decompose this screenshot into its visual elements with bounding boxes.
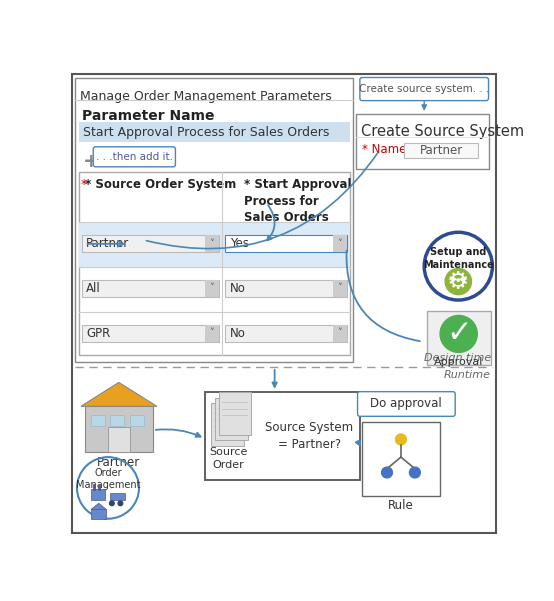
- FancyBboxPatch shape: [110, 415, 124, 426]
- Text: Design time: Design time: [424, 353, 491, 363]
- Text: ˅: ˅: [209, 284, 214, 293]
- Text: ˅: ˅: [209, 328, 214, 338]
- Circle shape: [427, 234, 490, 297]
- Text: * Name: * Name: [362, 144, 407, 156]
- FancyBboxPatch shape: [79, 222, 350, 267]
- FancyBboxPatch shape: [205, 392, 360, 480]
- FancyBboxPatch shape: [225, 280, 347, 297]
- FancyBboxPatch shape: [205, 236, 219, 252]
- FancyBboxPatch shape: [205, 280, 219, 297]
- FancyBboxPatch shape: [110, 493, 125, 500]
- FancyBboxPatch shape: [225, 236, 347, 252]
- Circle shape: [409, 467, 420, 478]
- Polygon shape: [81, 382, 157, 406]
- Text: Partner: Partner: [97, 456, 141, 469]
- FancyBboxPatch shape: [79, 172, 350, 355]
- Text: All: All: [86, 282, 101, 295]
- FancyBboxPatch shape: [108, 427, 130, 452]
- Text: Runtime: Runtime: [444, 370, 491, 380]
- FancyBboxPatch shape: [333, 280, 347, 297]
- Text: ˅: ˅: [337, 328, 342, 338]
- FancyBboxPatch shape: [93, 147, 176, 167]
- Text: Source
Order: Source Order: [209, 447, 247, 469]
- FancyBboxPatch shape: [427, 311, 491, 365]
- FancyBboxPatch shape: [356, 114, 489, 169]
- Text: Manage Order Management Parameters: Manage Order Management Parameters: [80, 90, 332, 103]
- FancyBboxPatch shape: [85, 406, 153, 452]
- Text: * Source Order System: * Source Order System: [85, 178, 236, 191]
- Circle shape: [77, 457, 139, 519]
- FancyBboxPatch shape: [71, 75, 496, 532]
- FancyBboxPatch shape: [219, 392, 252, 435]
- Text: Partner: Partner: [86, 237, 130, 251]
- Text: Order
Management: Order Management: [76, 468, 140, 490]
- Circle shape: [445, 269, 471, 294]
- Text: Setup and
Maintenance: Setup and Maintenance: [423, 247, 494, 270]
- FancyBboxPatch shape: [333, 236, 347, 252]
- FancyBboxPatch shape: [75, 78, 353, 362]
- Text: Parameter Name: Parameter Name: [81, 109, 214, 123]
- Text: ˅: ˅: [337, 239, 342, 249]
- Text: No: No: [230, 282, 245, 295]
- Text: No: No: [230, 327, 245, 340]
- FancyBboxPatch shape: [215, 398, 248, 440]
- Text: Source System
= Partner?: Source System = Partner?: [265, 421, 353, 451]
- Text: GPR: GPR: [86, 327, 111, 340]
- FancyBboxPatch shape: [357, 392, 455, 416]
- FancyBboxPatch shape: [333, 325, 347, 341]
- Text: +: +: [83, 152, 100, 171]
- Text: Start Approval Process for Sales Orders: Start Approval Process for Sales Orders: [83, 126, 330, 139]
- Polygon shape: [91, 503, 106, 510]
- Text: Create Source System: Create Source System: [361, 124, 524, 139]
- FancyBboxPatch shape: [205, 325, 219, 341]
- Text: Do approval: Do approval: [371, 397, 442, 410]
- Circle shape: [396, 434, 407, 445]
- FancyBboxPatch shape: [130, 415, 143, 426]
- FancyBboxPatch shape: [91, 510, 106, 519]
- Text: ⚙: ⚙: [447, 270, 469, 293]
- Text: ˅: ˅: [209, 239, 214, 249]
- FancyBboxPatch shape: [225, 325, 347, 341]
- Text: ˅: ˅: [337, 284, 342, 293]
- Text: * Start Approval
Process for
Sales Orders: * Start Approval Process for Sales Order…: [244, 178, 351, 224]
- FancyBboxPatch shape: [81, 236, 219, 252]
- FancyBboxPatch shape: [91, 489, 105, 500]
- FancyBboxPatch shape: [81, 280, 219, 297]
- Text: ✓: ✓: [446, 319, 471, 349]
- FancyBboxPatch shape: [211, 403, 244, 445]
- FancyBboxPatch shape: [362, 423, 440, 496]
- Circle shape: [440, 316, 478, 352]
- Text: Create source system. . .: Create source system. . .: [359, 84, 489, 94]
- FancyBboxPatch shape: [404, 143, 478, 158]
- Circle shape: [118, 501, 123, 505]
- Text: ✦✦: ✦✦: [448, 275, 469, 288]
- Text: Partner: Partner: [419, 144, 463, 157]
- Text: Rule: Rule: [388, 499, 414, 513]
- Circle shape: [382, 467, 392, 478]
- Text: Yes: Yes: [230, 237, 249, 251]
- FancyBboxPatch shape: [81, 325, 219, 341]
- FancyBboxPatch shape: [360, 78, 489, 100]
- Text: *: *: [81, 178, 87, 191]
- FancyBboxPatch shape: [79, 122, 350, 142]
- FancyBboxPatch shape: [91, 415, 105, 426]
- Text: . . .then add it.: . . .then add it.: [96, 152, 173, 162]
- Text: Approval: Approval: [434, 357, 484, 367]
- Circle shape: [110, 501, 114, 505]
